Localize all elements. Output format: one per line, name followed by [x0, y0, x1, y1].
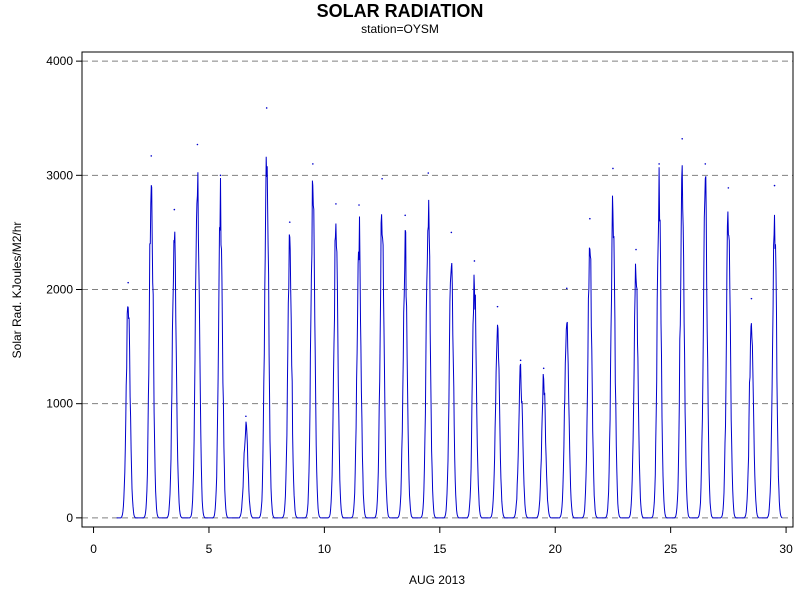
daily-peak-point	[219, 174, 222, 177]
y-tick-label: 4000	[46, 54, 73, 68]
x-tick-label: 15	[433, 542, 447, 556]
daily-peak-point	[335, 203, 337, 205]
x-axis: 0 5 10 15 20 25 30	[90, 527, 793, 556]
daily-peak-point	[150, 155, 153, 157]
daily-peak-point	[704, 163, 707, 165]
chart-title: SOLAR RADIATION	[316, 1, 484, 21]
daily-peak-point	[473, 260, 476, 262]
x-tick-label: 20	[549, 542, 563, 556]
x-tick-label: 30	[779, 542, 793, 556]
daily-peak-point	[288, 221, 291, 223]
daily-peak-point	[750, 297, 753, 300]
y-tick-label: 0	[66, 511, 73, 525]
daily-peak-point	[173, 208, 176, 211]
daily-peak-point	[727, 187, 730, 189]
daily-peak-point	[589, 217, 591, 220]
y-axis-label: Solar Rad. KJoules/M2/hr	[10, 222, 24, 359]
daily-peak-point	[542, 367, 545, 370]
daily-peak-point	[127, 281, 129, 284]
daily-peak-point	[312, 163, 314, 165]
daily-peak-point	[196, 143, 199, 146]
y-tick-label: 2000	[46, 283, 73, 297]
daily-peak-point	[245, 415, 247, 418]
daily-peak-point	[565, 287, 568, 290]
daily-peak-point	[773, 184, 776, 187]
daily-peak-point	[658, 163, 660, 165]
daily-peak-point	[265, 107, 268, 109]
daily-peak-point	[519, 359, 522, 362]
series-line	[116, 156, 783, 519]
daily-peak-point	[381, 177, 383, 180]
x-tick-label: 25	[664, 542, 678, 556]
y-axis: 0 1000 2000 3000 4000	[46, 54, 82, 525]
grid-lines	[82, 60, 793, 519]
x-tick-label: 0	[90, 542, 97, 556]
x-tick-label: 10	[318, 542, 332, 556]
y-tick-label: 1000	[46, 397, 73, 411]
daily-peak-point	[612, 167, 614, 170]
daily-peak-point	[496, 305, 499, 308]
series-solar-radiation	[116, 107, 783, 519]
daily-peak-point	[404, 214, 406, 217]
x-tick-label: 5	[206, 542, 213, 556]
x-axis-label: AUG 2013	[409, 573, 465, 587]
daily-peak-point	[681, 137, 683, 140]
daily-peak-point	[427, 172, 430, 174]
daily-peak-point	[358, 204, 360, 206]
chart-subtitle: station=OYSM	[361, 22, 439, 36]
daily-peak-point	[450, 231, 453, 234]
daily-peak-point	[635, 248, 637, 251]
y-tick-label: 3000	[46, 168, 73, 182]
